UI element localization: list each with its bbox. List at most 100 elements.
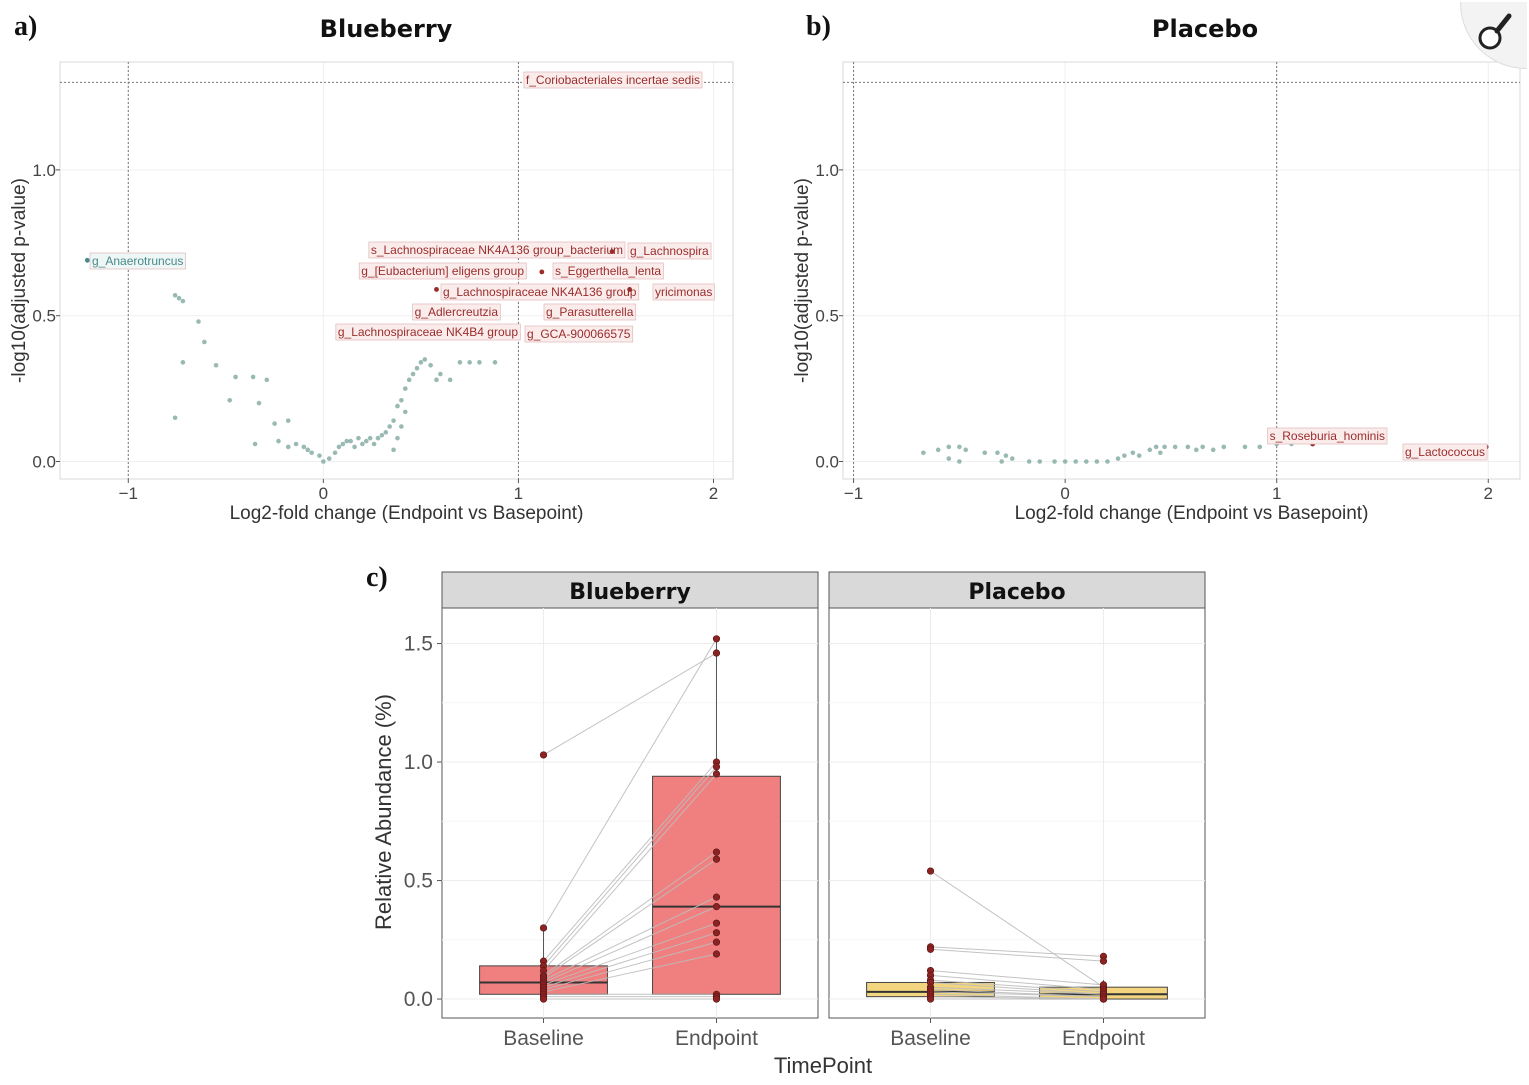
point-label-box [358, 262, 527, 280]
panel-a-title: Blueberry [320, 15, 453, 43]
data-point-endpoint [712, 855, 721, 863]
pair-line [930, 946, 1104, 957]
pair-line [930, 870, 1104, 988]
data-point [180, 360, 186, 365]
data-point [399, 397, 404, 403]
data-point [1200, 444, 1205, 450]
data-point [1185, 444, 1191, 450]
point-label-box [552, 262, 664, 280]
data-point [348, 438, 353, 444]
data-point [946, 456, 952, 461]
data-point [301, 444, 307, 450]
x-tick-label: Endpoint [675, 1027, 758, 1050]
facet-strip [441, 571, 819, 609]
point-label-box [368, 241, 626, 259]
data-point [402, 409, 408, 415]
point-label-box [89, 252, 186, 270]
point-label-text: g_Adlercreutzia [415, 305, 499, 319]
data-point-endpoint [712, 635, 721, 643]
point-label-text: g_Anaerotruncus [92, 254, 183, 268]
data-point [1026, 459, 1032, 464]
x-axis-title: Log2-fold change (Endpoint vs Basepoint) [1015, 503, 1369, 524]
data-point [1257, 444, 1263, 450]
data-point [317, 453, 322, 458]
data-point-endpoint [712, 938, 721, 946]
data-point [963, 447, 969, 453]
x-tick-label: 2 [1484, 484, 1493, 503]
data-point-endpoint [712, 995, 721, 1003]
pair-line [543, 652, 717, 756]
pair-line [543, 932, 717, 988]
data-point [1037, 459, 1043, 464]
point-label-box [335, 323, 521, 341]
point-label: s_Roseburia_hominis [1267, 427, 1388, 445]
pair-line [930, 974, 1104, 991]
data-point [1062, 459, 1068, 464]
data-point [946, 444, 952, 450]
y-axis-title: Relative Abundance (%) [371, 694, 396, 930]
data-point [293, 441, 299, 447]
x-tick-label: 1 [514, 484, 523, 503]
data-point-baseline [926, 995, 935, 1003]
data-point [379, 432, 385, 438]
data-point [256, 400, 262, 406]
facet-panel [828, 607, 1206, 1019]
pair-line [543, 773, 717, 971]
data-point [467, 360, 472, 365]
pair-line [543, 922, 717, 986]
data-point [492, 360, 498, 365]
data-point [213, 362, 219, 368]
pair-line [543, 766, 717, 967]
point-label: g_Anaerotruncus [89, 252, 186, 270]
x-tick-label: −1 [844, 484, 863, 503]
data-point [391, 447, 396, 453]
labeled-point [434, 287, 439, 292]
data-point-endpoint [1099, 957, 1108, 965]
point-label-text: g_GCA-900066575 [527, 327, 631, 341]
point-label-text: s_Eggerthella_lenta [555, 264, 661, 278]
boxplot-relative-abundance: Blueberry Baseline Endpoint Placebo Baseline… [371, 571, 1206, 1078]
data-point [1242, 444, 1248, 450]
data-point [227, 397, 233, 403]
data-point [395, 403, 400, 409]
point-label: g_Lactococcus [1402, 443, 1488, 461]
data-point [264, 377, 270, 383]
point-label-text: g_Lachnospira [630, 244, 709, 258]
x-axis-title: Log2-fold change (Endpoint vs Basepoint) [230, 503, 584, 524]
point-label: f_Coriobacteriales incertae sedis [523, 71, 703, 89]
data-point [276, 438, 281, 444]
point-label-box [1402, 443, 1488, 461]
pair-line [543, 858, 717, 979]
data-point [360, 441, 365, 447]
data-point [935, 447, 941, 453]
data-point-baseline [539, 751, 548, 759]
data-point [363, 438, 369, 444]
data-point-endpoint [712, 929, 721, 937]
data-point-endpoint [1099, 995, 1108, 1003]
pair-line [930, 948, 1104, 962]
data-point [438, 371, 443, 377]
pair-line [543, 906, 717, 983]
data-point [250, 374, 256, 380]
data-point [434, 377, 439, 383]
data-point-endpoint [712, 893, 721, 901]
data-point-baseline [926, 945, 935, 953]
y-tick-label: 0.5 [404, 870, 433, 893]
point-label: s_Lachnospiraceae NK4A136 group_bacteriu… [368, 241, 626, 259]
pair-line [930, 981, 1104, 995]
volcano-plot-placebo: −1 0 1 2 0.0 0.5 1.0 Log2-fold change (Endpoint… [792, 61, 1521, 524]
x-tick-label: Baseline [503, 1027, 584, 1050]
point-label-box [627, 242, 712, 260]
data-point [344, 438, 350, 444]
data-point [196, 319, 201, 324]
data-point [367, 435, 373, 441]
data-point [233, 374, 238, 380]
point-label: g_Lachnospira [627, 242, 712, 260]
data-point [1115, 456, 1121, 461]
data-point [957, 459, 962, 464]
data-point-endpoint [712, 919, 721, 927]
volcano-plot-blueberry: −1 0 1 2 0.0 0.5 1.0 Log2-fold change (Endpoint… [9, 61, 734, 524]
y-tick-label: 1.0 [815, 161, 839, 180]
data-point [457, 360, 463, 365]
labeled-point [609, 249, 615, 254]
